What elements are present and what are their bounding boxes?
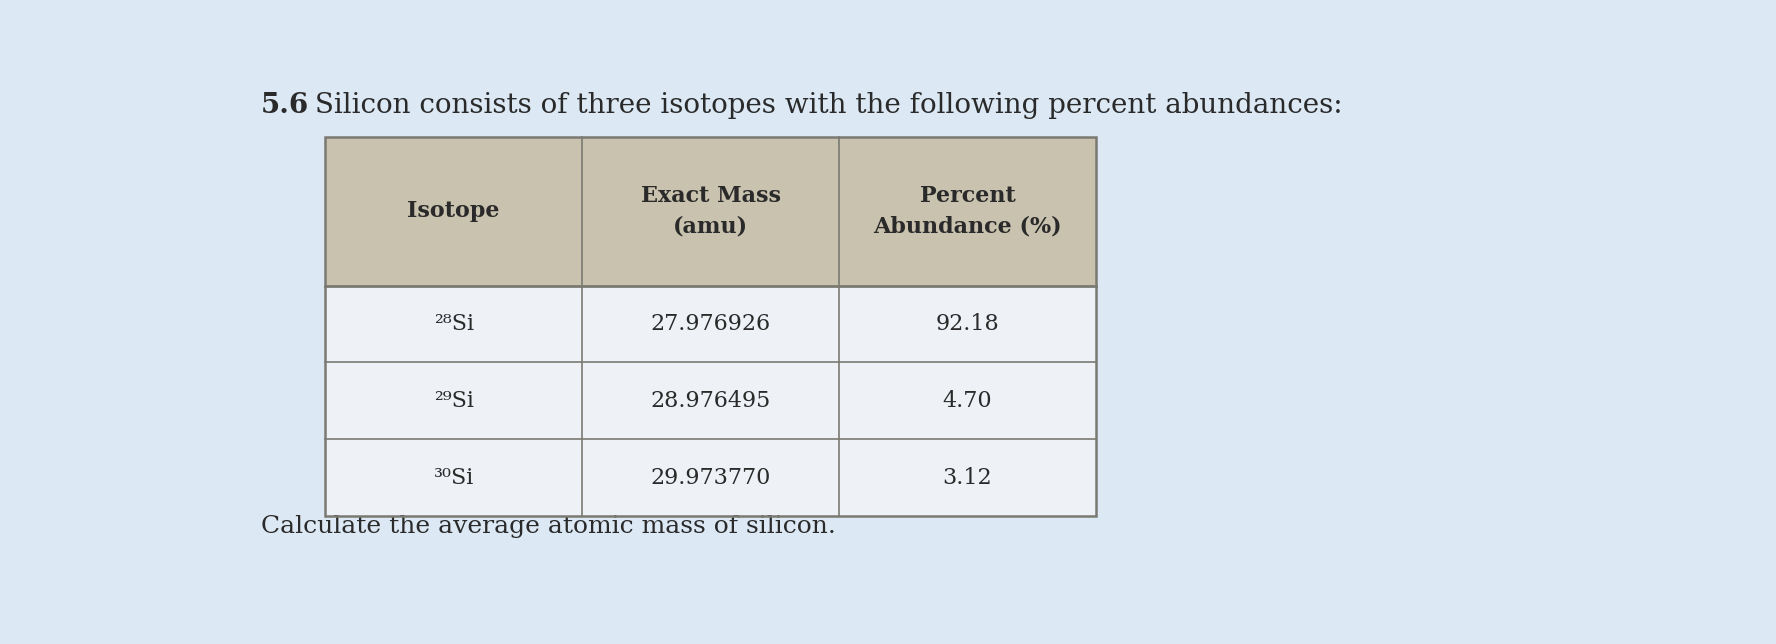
Text: 5.6: 5.6: [261, 92, 309, 119]
Text: 29.973770: 29.973770: [650, 467, 771, 489]
Text: 27.976926: 27.976926: [650, 313, 771, 335]
Text: ³⁰Si: ³⁰Si: [433, 467, 474, 489]
Text: 4.70: 4.70: [943, 390, 993, 412]
Text: Exact Mass
(amu): Exact Mass (amu): [641, 185, 781, 238]
Text: Isotope: Isotope: [407, 200, 501, 222]
Text: Percent
Abundance (%): Percent Abundance (%): [874, 185, 1062, 238]
Text: ²⁹Si: ²⁹Si: [433, 390, 474, 412]
Text: Silicon consists of three isotopes with the following percent abundances:: Silicon consists of three isotopes with …: [305, 92, 1343, 119]
Text: ²⁸Si: ²⁸Si: [433, 313, 474, 335]
Text: 92.18: 92.18: [936, 313, 1000, 335]
Text: 3.12: 3.12: [943, 467, 993, 489]
Text: Calculate the average atomic mass of silicon.: Calculate the average atomic mass of sil…: [261, 515, 835, 538]
Text: 28.976495: 28.976495: [650, 390, 771, 412]
